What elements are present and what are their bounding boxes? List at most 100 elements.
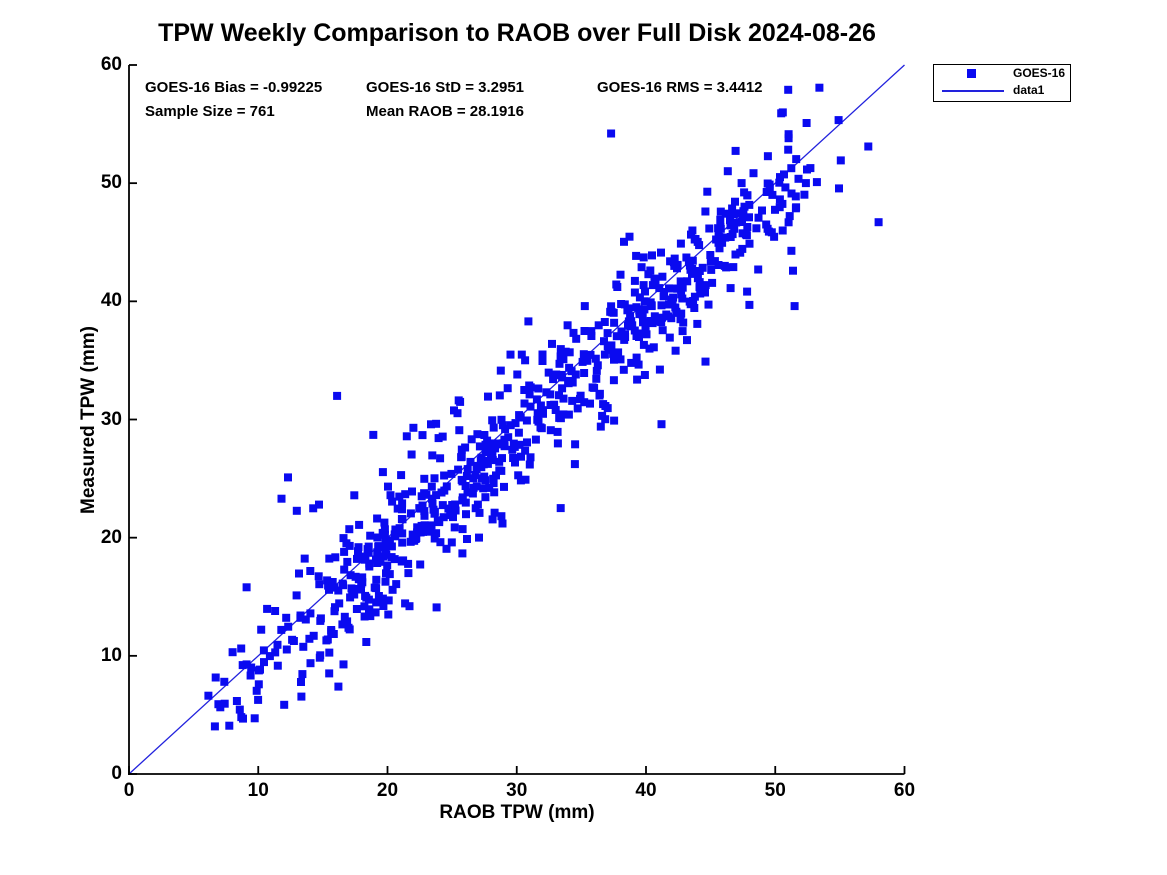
data-point — [617, 327, 626, 336]
data-point — [800, 190, 809, 199]
data-point — [324, 581, 333, 590]
data-point — [616, 270, 625, 279]
data-point — [406, 509, 415, 518]
data-point — [409, 423, 418, 432]
data-point — [334, 586, 343, 595]
data-point — [280, 700, 289, 709]
data-point — [614, 348, 623, 357]
data-point — [328, 578, 337, 586]
data-point — [738, 229, 747, 238]
data-point — [737, 179, 746, 188]
data-point — [632, 251, 641, 260]
data-point — [271, 648, 280, 657]
data-point — [784, 85, 793, 94]
data-point — [373, 548, 382, 557]
data-point — [728, 204, 737, 213]
data-point — [514, 471, 523, 480]
data-point — [835, 184, 843, 193]
y-tick-label: 30 — [100, 408, 122, 430]
data-point — [309, 504, 318, 513]
data-point — [309, 631, 318, 640]
data-point — [722, 263, 731, 272]
data-point — [413, 523, 422, 532]
data-point — [497, 415, 506, 424]
data-point — [701, 281, 710, 290]
chart-title: TPW Weekly Comparison to RAOB over Full … — [158, 19, 876, 47]
data-point — [238, 661, 247, 670]
data-point — [461, 498, 470, 507]
data-point — [633, 375, 642, 384]
data-point — [730, 224, 739, 233]
data-point — [247, 663, 256, 672]
data-point — [635, 293, 644, 302]
data-point — [624, 304, 633, 313]
data-point — [473, 430, 482, 439]
data-point — [609, 349, 618, 358]
data-point — [781, 183, 790, 192]
data-point — [743, 223, 752, 231]
data-point — [257, 625, 266, 634]
data-point — [763, 152, 772, 161]
data-point — [433, 517, 442, 526]
data-point — [366, 612, 375, 621]
data-point — [402, 432, 411, 441]
data-point — [462, 472, 471, 480]
data-point — [428, 499, 437, 508]
data-point — [627, 317, 636, 326]
data-point — [726, 284, 735, 293]
data-point — [608, 308, 617, 317]
data-point — [586, 399, 594, 408]
x-axis-label: RAOB TPW (mm) — [439, 802, 595, 823]
data-point — [546, 426, 555, 435]
data-point — [704, 300, 713, 309]
data-point — [721, 209, 730, 218]
data-point — [439, 513, 448, 522]
data-point — [520, 399, 529, 408]
data-point — [408, 530, 417, 539]
data-point — [506, 421, 515, 430]
data-point — [325, 585, 333, 594]
data-point — [640, 371, 649, 379]
data-point — [383, 561, 392, 570]
data-point — [749, 169, 758, 178]
data-point — [432, 529, 441, 538]
data-point — [378, 594, 387, 603]
data-point — [707, 265, 716, 274]
data-point — [723, 167, 732, 176]
data-point — [580, 369, 589, 377]
data-point — [477, 463, 486, 472]
data-point — [659, 292, 668, 301]
data-point — [771, 205, 779, 214]
data-point — [458, 525, 467, 534]
data-point — [432, 603, 441, 612]
data-point — [440, 486, 449, 495]
data-point — [488, 515, 497, 524]
data-point — [610, 355, 618, 364]
data-point — [682, 253, 691, 262]
legend-entry-goes16: GOES-16 — [934, 65, 1070, 82]
data-point — [232, 697, 241, 705]
data-point — [655, 365, 664, 374]
legend-entry-label: GOES-16 — [1013, 66, 1066, 80]
data-point — [380, 518, 389, 527]
data-point — [447, 469, 456, 478]
data-point — [296, 613, 305, 622]
data-point — [458, 549, 467, 558]
data-point — [627, 358, 636, 367]
x-tick-label: 60 — [893, 780, 916, 801]
data-point — [576, 395, 584, 404]
data-point — [515, 440, 524, 449]
data-point — [306, 567, 315, 575]
data-point — [695, 278, 704, 287]
data-point — [442, 544, 451, 553]
data-point — [607, 302, 616, 311]
data-point — [714, 230, 723, 239]
data-point — [791, 204, 800, 213]
data-point — [721, 233, 730, 242]
data-point — [338, 620, 347, 629]
data-point — [617, 300, 626, 308]
data-point — [333, 391, 342, 400]
data-point — [637, 263, 646, 272]
data-point — [397, 556, 406, 565]
data-point — [526, 453, 535, 462]
